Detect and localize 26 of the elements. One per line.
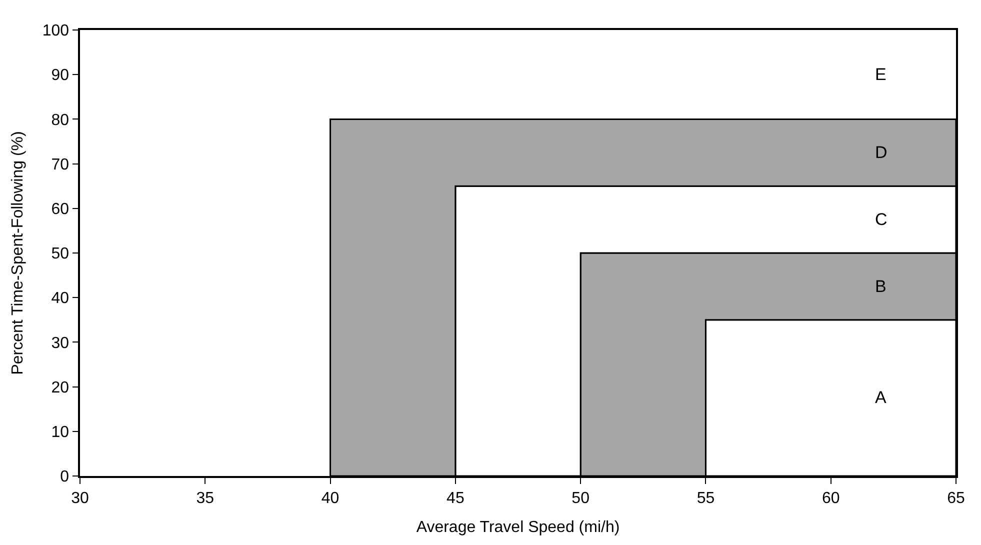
y-tick-label: 0 xyxy=(60,468,70,486)
y-tick-label: 80 xyxy=(51,112,70,129)
y-tick-label: 70 xyxy=(51,156,70,174)
annotation: E xyxy=(875,65,886,84)
y-tick-label: 90 xyxy=(51,67,70,84)
y-tick-label: 10 xyxy=(51,424,70,441)
x-tick-label: 30 xyxy=(71,490,89,507)
y-tick-label: 20 xyxy=(51,379,70,396)
y-tick-label: 30 xyxy=(51,334,70,352)
x-tick-label: 45 xyxy=(446,490,464,507)
y-tick-label: 40 xyxy=(51,290,70,308)
y-tick-label: 100 xyxy=(42,22,70,40)
y-tick-label: 60 xyxy=(51,201,70,218)
x-tick-label: 55 xyxy=(696,490,715,507)
x-tick-label: 65 xyxy=(947,490,965,507)
x-axis-title: Average Travel Speed (mi/h) xyxy=(416,519,620,536)
x-tick-label: 60 xyxy=(822,490,840,507)
annotation: A xyxy=(875,388,887,407)
annotation: B xyxy=(875,277,886,296)
y-axis-title: Percent Time-Spent-Following (%) xyxy=(10,131,27,375)
y-tick-label: 50 xyxy=(51,246,70,263)
x-tick-label: 40 xyxy=(321,490,340,507)
annotation: D xyxy=(875,143,888,162)
x-tick-label: 50 xyxy=(572,490,590,507)
x-tick-label: 35 xyxy=(196,490,214,507)
annotation: C xyxy=(875,210,888,229)
